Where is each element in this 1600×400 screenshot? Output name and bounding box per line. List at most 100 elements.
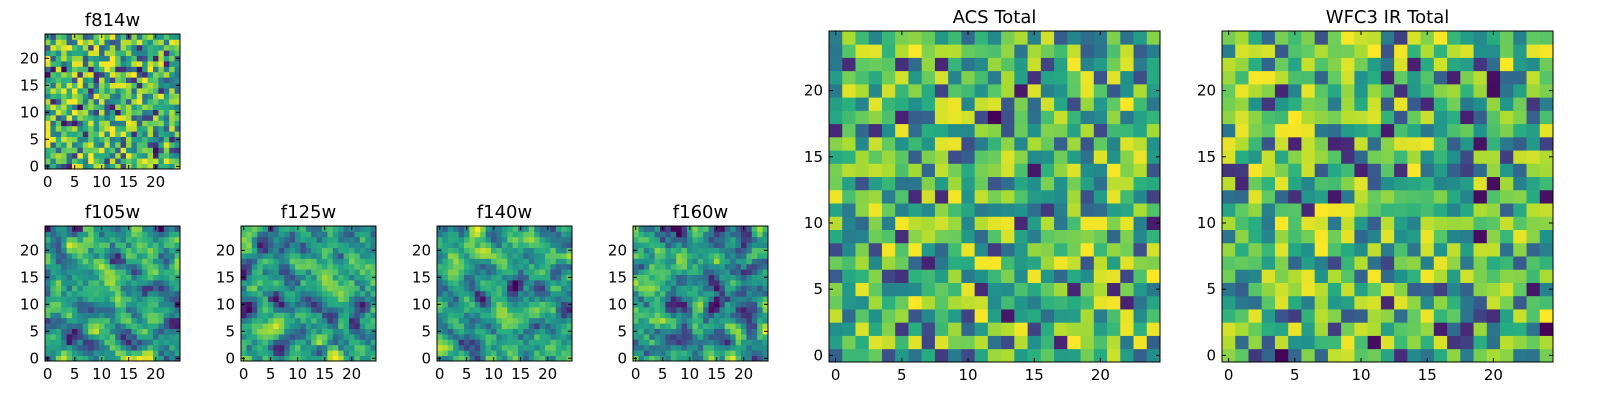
heatmap-cell xyxy=(1248,150,1263,164)
heatmap-cell xyxy=(268,339,274,346)
heatmap-cell xyxy=(921,57,936,72)
heatmap-cell xyxy=(1261,229,1276,244)
heatmap-cell xyxy=(735,344,742,351)
heatmap-cell xyxy=(895,176,909,191)
heatmap-cell xyxy=(109,231,116,238)
heatmap-cell xyxy=(746,328,753,335)
heatmap-cell xyxy=(1107,110,1121,125)
heatmap-cell xyxy=(370,253,377,259)
heatmap-cell xyxy=(338,307,344,313)
heatmap-cell xyxy=(93,125,100,132)
heatmap-cell xyxy=(126,120,132,127)
heatmap-cell xyxy=(147,317,154,324)
heatmap-cell xyxy=(365,344,371,351)
heatmap-cell xyxy=(88,301,94,308)
heatmap-cell xyxy=(1354,216,1369,230)
heatmap-cell xyxy=(670,307,677,313)
heatmap-cell xyxy=(681,242,688,248)
heatmap-cell xyxy=(72,350,78,356)
heatmap-cell xyxy=(1301,176,1316,191)
heatmap-cell xyxy=(550,344,557,351)
heatmap-cell xyxy=(447,231,454,238)
heatmap-cell xyxy=(1261,123,1276,138)
heatmap-cell xyxy=(437,323,443,329)
heatmap-cell xyxy=(295,307,301,313)
heatmap-cell xyxy=(708,258,715,265)
heatmap-cell xyxy=(534,242,540,248)
heatmap-cell xyxy=(327,247,334,254)
heatmap-cell xyxy=(539,317,546,324)
heatmap-cell xyxy=(278,290,285,297)
heatmap-cell xyxy=(1001,136,1015,151)
heatmap-cell xyxy=(169,88,175,94)
heatmap-cell xyxy=(1146,269,1161,283)
heatmap-cell xyxy=(322,323,328,329)
heatmap-cell xyxy=(447,296,454,302)
heatmap-cell xyxy=(77,258,84,265)
heatmap-cell xyxy=(1394,57,1408,72)
heatmap-cell xyxy=(491,350,497,356)
heatmap-cell xyxy=(762,323,769,329)
heatmap-cell xyxy=(66,339,73,346)
heatmap-cell xyxy=(1420,110,1435,125)
heatmap-cell xyxy=(109,152,116,159)
heatmap-cell xyxy=(169,247,175,254)
heatmap-cell xyxy=(545,274,551,281)
heatmap-cell xyxy=(169,55,175,62)
heatmap-cell xyxy=(88,323,94,329)
heatmap-cell xyxy=(246,296,253,302)
heatmap-cell xyxy=(142,307,148,313)
heatmap-cell xyxy=(343,247,350,254)
heatmap-cell xyxy=(147,290,154,297)
heatmap-cell xyxy=(987,309,1002,323)
heatmap-cell xyxy=(72,247,78,254)
heatmap-cell xyxy=(262,296,269,302)
heatmap-cell xyxy=(126,98,132,105)
heatmap-cell xyxy=(1120,203,1134,217)
heatmap-cell xyxy=(99,285,105,292)
y-tick-label: 0 xyxy=(225,349,235,367)
heatmap-cell xyxy=(77,39,84,46)
heatmap-cell xyxy=(474,328,481,335)
heatmap-cell xyxy=(120,285,127,292)
heatmap-cell xyxy=(868,97,883,111)
heatmap-cell xyxy=(561,355,567,362)
heatmap-cell xyxy=(158,77,165,83)
heatmap-cell xyxy=(332,231,339,238)
heatmap-cell xyxy=(104,339,111,346)
heatmap-cell xyxy=(262,334,269,340)
heatmap-cell xyxy=(158,136,165,143)
heatmap-cell xyxy=(703,328,709,335)
heatmap-cell xyxy=(974,335,989,350)
heatmap-cell xyxy=(365,226,371,232)
heatmap-cell xyxy=(262,307,269,313)
x-tick-label: 10 xyxy=(958,366,977,384)
y-tick-label: 5 xyxy=(29,322,39,340)
heatmap-cell xyxy=(300,344,307,351)
heatmap-cell xyxy=(649,285,655,292)
heatmap-cell xyxy=(746,334,753,340)
heatmap-cell xyxy=(1513,335,1527,350)
heatmap-cell xyxy=(921,335,936,350)
heatmap-cell xyxy=(539,231,546,238)
heatmap-cell xyxy=(437,296,443,302)
heatmap-cell xyxy=(1080,216,1095,230)
heatmap-cell xyxy=(1146,150,1161,164)
heatmap-cell xyxy=(703,323,709,329)
heatmap-cell xyxy=(300,328,307,335)
heatmap-cell xyxy=(322,231,328,238)
heatmap-cell xyxy=(136,344,143,351)
heatmap-cell xyxy=(1093,83,1108,98)
heatmap-cell xyxy=(469,312,476,319)
heatmap-cell xyxy=(512,253,519,259)
heatmap-cell xyxy=(104,142,111,148)
heatmap-cell xyxy=(284,263,290,270)
heatmap-cell xyxy=(349,290,355,297)
heatmap-cell xyxy=(757,274,763,281)
heatmap-cell xyxy=(1314,203,1329,217)
heatmap-cell xyxy=(1513,282,1527,297)
heatmap-cell xyxy=(437,269,443,275)
heatmap-cell xyxy=(1301,163,1316,178)
heatmap-cell xyxy=(82,263,89,270)
heatmap-cell xyxy=(1473,309,1488,323)
